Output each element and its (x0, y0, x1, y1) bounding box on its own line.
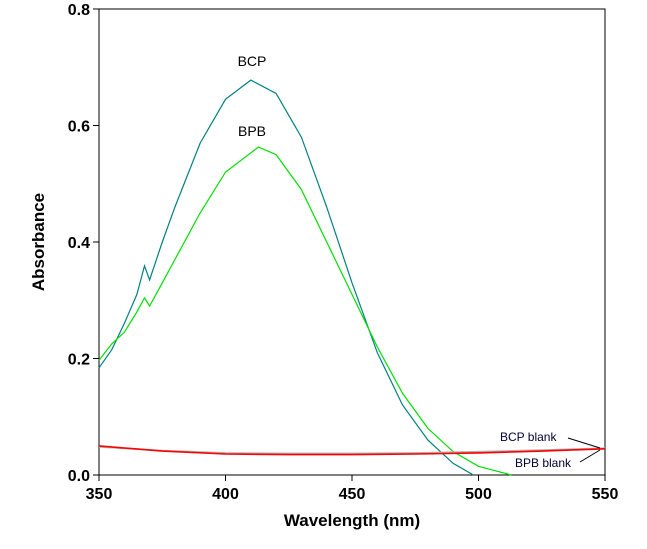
x-tick-label: 550 (592, 486, 619, 503)
y-tick-label: 0.6 (68, 119, 90, 136)
annotation-bcp-blank: BCP blank (500, 430, 557, 444)
annotation-bpb-blank: BPB blank (515, 456, 572, 470)
series-line-bpb-blank (98, 445, 606, 456)
x-tick-label: 500 (465, 486, 492, 503)
y-tick-label: 0.4 (68, 235, 90, 252)
leader-bcp-blank (567, 437, 601, 449)
x-tick-label: 450 (339, 486, 366, 503)
series-line-bcp (98, 79, 474, 476)
y-tick-label: 0.0 (68, 468, 90, 485)
annotation-bcp: BCP (238, 53, 267, 69)
x-tick-label: 350 (86, 486, 113, 503)
annotation-bpb: BPB (238, 123, 266, 139)
x-axis-label: Wavelength (nm) (284, 511, 420, 530)
y-tick-label: 0.8 (68, 2, 90, 19)
y-tick-label: 0.2 (68, 352, 90, 369)
x-tick-label: 400 (212, 486, 239, 503)
y-axis-label: Absorbance (29, 193, 48, 291)
leader-bpb-blank (579, 449, 601, 463)
series-line-bpb (98, 146, 512, 476)
plot-frame (98, 8, 606, 476)
